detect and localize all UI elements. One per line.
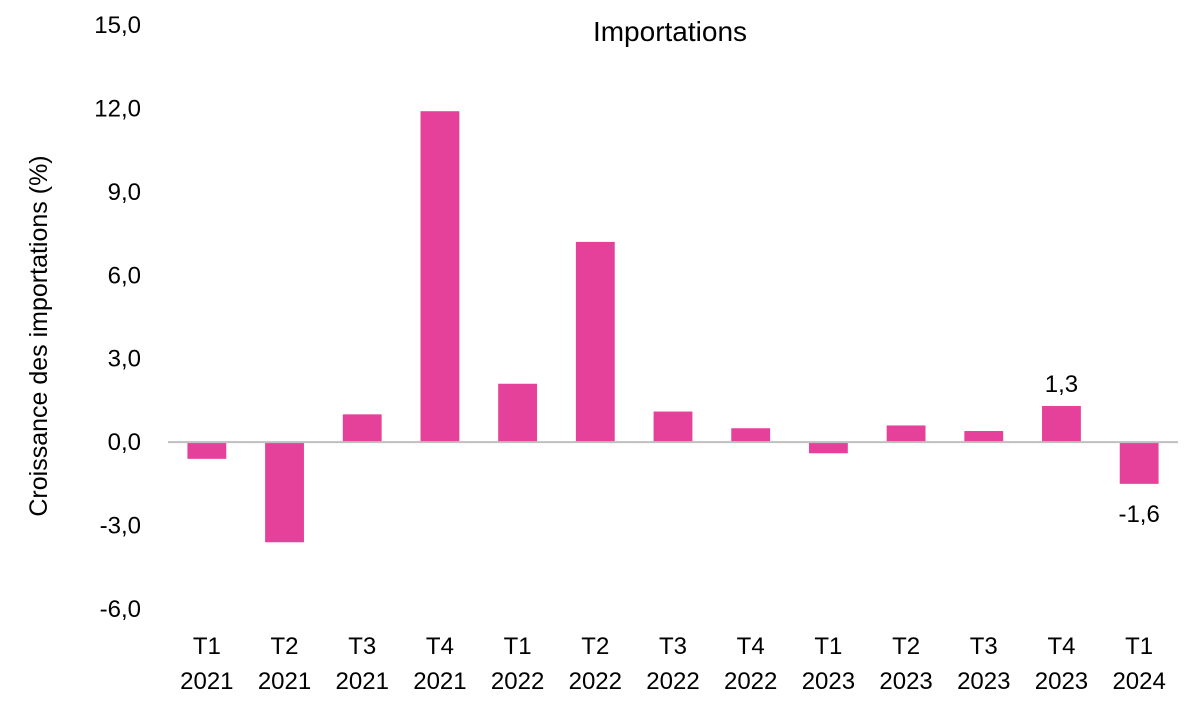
y-tick-label: 15,0 <box>94 12 141 39</box>
x-tick-label: T2 2022 <box>569 633 622 695</box>
bar <box>808 442 848 454</box>
bar <box>886 425 926 443</box>
bar <box>265 442 304 543</box>
y-tick-label: 3,0 <box>108 346 141 373</box>
x-tick-label: T2 2021 <box>258 633 311 695</box>
x-tick-label: T1 2022 <box>491 633 544 695</box>
y-tick-label: -6,0 <box>100 596 141 623</box>
bar <box>1042 405 1081 443</box>
bar <box>575 241 615 443</box>
y-tick-label: 0,0 <box>108 429 141 456</box>
x-tick-label: T1 2023 <box>802 633 855 695</box>
x-tick-label: T1 2021 <box>180 633 233 695</box>
data-label: -1,6 <box>1118 501 1159 528</box>
y-tick-label: -3,0 <box>100 513 141 540</box>
bar <box>420 111 460 443</box>
x-tick-label: T4 2021 <box>413 633 466 695</box>
bar <box>342 414 382 443</box>
bar <box>187 442 227 459</box>
x-tick-label: T3 2023 <box>957 633 1010 695</box>
x-tick-label: T3 2022 <box>646 633 699 695</box>
y-axis-ticks: -6,0 -3,0 0,0 3,0 6,0 9,0 12,0 15,0 <box>94 12 141 623</box>
y-axis-title: Croissance des importations (%) <box>25 155 53 516</box>
x-tick-label: T1 2024 <box>1112 633 1165 695</box>
data-labels-group: 1,3 -1,6 <box>1045 371 1160 528</box>
x-tick-label: T3 2021 <box>336 633 389 695</box>
x-tick-label: T4 2022 <box>724 633 777 695</box>
bars-group <box>187 111 1159 543</box>
y-tick-label: 9,0 <box>108 179 141 206</box>
bar <box>498 383 538 443</box>
bar <box>653 411 693 443</box>
bar <box>731 428 771 443</box>
x-tick-label: T2 2023 <box>879 633 932 695</box>
x-tick-label: T4 2023 <box>1035 633 1088 695</box>
bar <box>964 431 1004 443</box>
y-tick-label: 6,0 <box>108 262 141 289</box>
x-axis-ticks: T1 2021 T2 2021 T3 2021 T4 2021 T1 2022 T2 2022 T3 20… <box>180 633 1166 695</box>
data-label: 1,3 <box>1045 371 1078 398</box>
y-tick-label: 12,0 <box>94 95 141 122</box>
bar <box>1119 442 1159 484</box>
chart-title: Importations <box>593 16 747 47</box>
